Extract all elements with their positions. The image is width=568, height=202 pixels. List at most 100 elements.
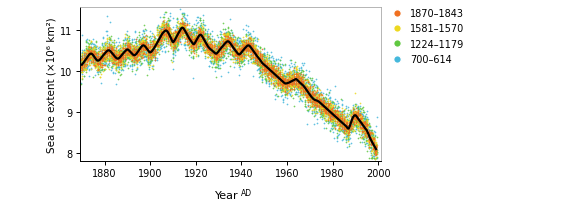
Point bbox=[143, 54, 152, 57]
Point bbox=[184, 54, 193, 57]
Point bbox=[248, 43, 257, 46]
Point bbox=[225, 53, 235, 56]
Point bbox=[312, 96, 321, 99]
Point bbox=[344, 127, 353, 131]
Point bbox=[98, 37, 107, 40]
Point bbox=[283, 91, 293, 94]
Point bbox=[112, 61, 121, 64]
Point bbox=[148, 33, 157, 36]
Point bbox=[250, 62, 259, 65]
Point bbox=[225, 39, 235, 43]
Point bbox=[253, 55, 262, 58]
Point bbox=[118, 68, 127, 71]
Point bbox=[166, 35, 175, 38]
Point bbox=[257, 68, 266, 71]
Point bbox=[98, 56, 107, 60]
Point bbox=[322, 108, 331, 111]
Point bbox=[123, 38, 132, 41]
Point bbox=[198, 43, 207, 46]
Point bbox=[246, 42, 255, 45]
Point bbox=[367, 140, 376, 143]
Point bbox=[169, 26, 178, 29]
Point bbox=[300, 105, 309, 108]
Point bbox=[365, 129, 374, 132]
Point bbox=[199, 35, 208, 38]
Point bbox=[219, 47, 228, 50]
Point bbox=[227, 38, 236, 41]
Point bbox=[364, 132, 373, 135]
Point bbox=[250, 54, 260, 57]
Point bbox=[162, 36, 171, 40]
Point bbox=[169, 43, 178, 46]
Point bbox=[331, 103, 340, 106]
Point bbox=[173, 49, 182, 52]
Point bbox=[148, 51, 157, 55]
Point bbox=[103, 48, 112, 51]
Point bbox=[91, 53, 100, 57]
Point bbox=[274, 69, 283, 72]
Point bbox=[317, 94, 326, 97]
Point bbox=[223, 34, 232, 37]
Point bbox=[300, 85, 310, 88]
Point bbox=[83, 47, 93, 50]
Point bbox=[95, 56, 104, 60]
Point bbox=[209, 56, 218, 60]
Point bbox=[268, 83, 277, 86]
Point bbox=[82, 49, 91, 53]
Point bbox=[335, 121, 344, 124]
Point bbox=[148, 57, 157, 60]
Point bbox=[335, 125, 344, 128]
Point bbox=[342, 138, 351, 141]
Point bbox=[198, 34, 207, 37]
Point bbox=[142, 50, 151, 53]
Point bbox=[272, 69, 281, 73]
Point bbox=[177, 33, 186, 36]
Point bbox=[89, 61, 98, 64]
Point bbox=[366, 138, 375, 141]
Point bbox=[227, 41, 236, 44]
Point bbox=[185, 49, 194, 53]
Point bbox=[324, 120, 333, 123]
Point bbox=[321, 109, 331, 112]
Point bbox=[82, 56, 91, 59]
Point bbox=[120, 58, 130, 62]
Point bbox=[319, 100, 328, 104]
Point bbox=[113, 63, 122, 66]
Point bbox=[208, 52, 217, 55]
Point bbox=[323, 111, 332, 114]
Point bbox=[130, 49, 139, 53]
Point bbox=[182, 33, 191, 36]
Point bbox=[356, 134, 365, 137]
Point bbox=[269, 71, 278, 75]
Point bbox=[86, 52, 95, 55]
Point bbox=[84, 39, 93, 43]
Point bbox=[114, 59, 123, 62]
Point bbox=[254, 68, 264, 71]
Point bbox=[284, 73, 293, 77]
Point bbox=[132, 53, 141, 56]
Point bbox=[210, 53, 219, 56]
Point bbox=[236, 47, 245, 50]
Point bbox=[242, 42, 251, 45]
Point bbox=[141, 50, 151, 54]
Point bbox=[186, 28, 195, 31]
Point bbox=[105, 50, 114, 53]
Point bbox=[216, 46, 225, 49]
Point bbox=[258, 60, 267, 64]
Point bbox=[365, 131, 374, 134]
Point bbox=[228, 39, 237, 42]
Point bbox=[228, 50, 237, 54]
Point bbox=[312, 86, 321, 89]
Point bbox=[127, 51, 136, 54]
Point bbox=[110, 59, 119, 62]
Point bbox=[258, 76, 267, 79]
Point bbox=[286, 80, 295, 83]
Point bbox=[245, 59, 254, 62]
Point bbox=[203, 56, 212, 59]
Point bbox=[200, 38, 209, 41]
Point bbox=[364, 143, 373, 146]
Point bbox=[258, 70, 267, 74]
Point bbox=[178, 28, 187, 32]
Point bbox=[236, 55, 245, 58]
Point bbox=[285, 82, 294, 85]
